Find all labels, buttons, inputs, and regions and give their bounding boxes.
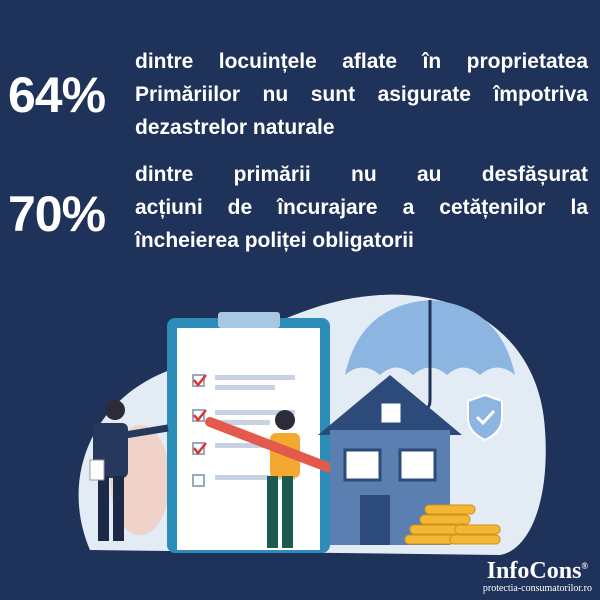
coins-icon	[404, 504, 501, 545]
person-with-pencil-icon	[205, 410, 340, 548]
stat-line: acțiuni de încurajare a cetățenilor la	[135, 196, 588, 219]
logo-name: InfoCons	[486, 558, 582, 584]
stat-line: dezastrelor naturale	[135, 116, 335, 139]
stat-line: dintre primării nu au desfășurat	[135, 163, 588, 186]
insurance-illustration	[78, 294, 546, 555]
stat-percent-2: 70%	[8, 186, 106, 242]
logo-site: protectia-consumatorilor.ro	[482, 583, 592, 594]
stat-line: dintre locuințele aflate în proprietatea	[135, 50, 588, 73]
shield-icon	[467, 393, 503, 442]
registered-mark: ®	[581, 561, 589, 571]
infocons-logo: InfoCons® protectia-consumatorilor.ro	[483, 554, 592, 594]
stat-text-2: dintre primării nu au desfășurat acțiuni…	[135, 158, 588, 257]
person-presenting-icon	[89, 400, 169, 541]
stat-line: Primăriilor nu sunt asigurate împotriva	[135, 83, 588, 106]
stat-text-1: dintre locuințele aflate în proprietatea…	[135, 45, 588, 144]
stat-percent-1: 64%	[8, 67, 106, 123]
stat-line: încheierea poliței obligatorii	[135, 229, 414, 252]
